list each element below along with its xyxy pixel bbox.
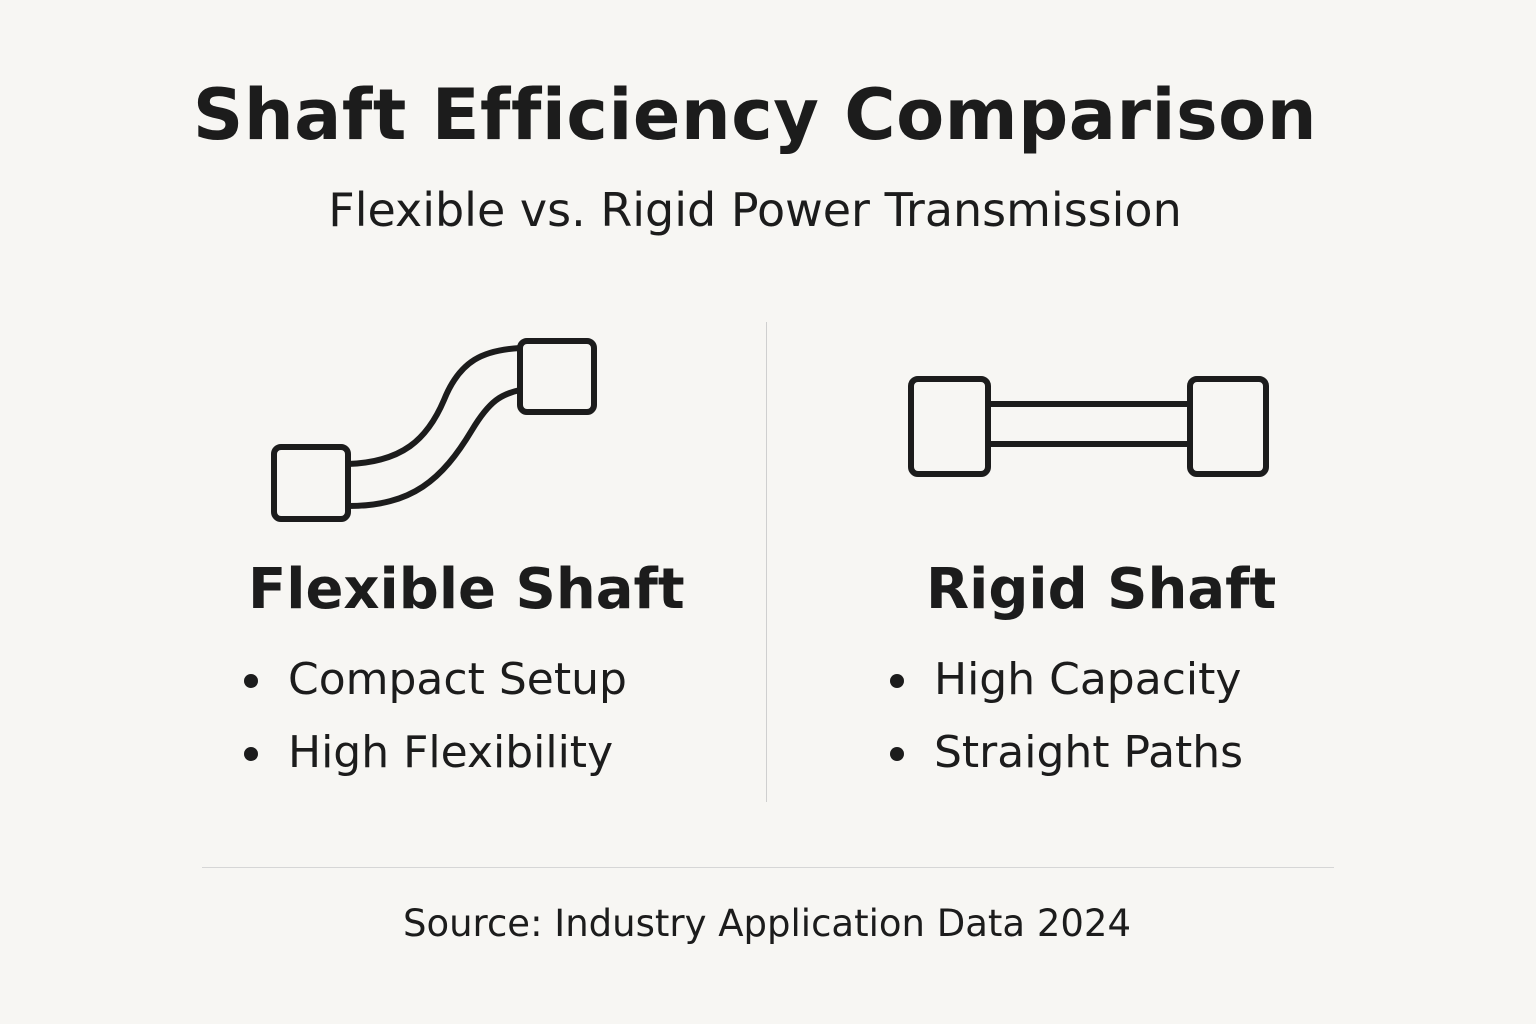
center-divider xyxy=(766,322,767,802)
bullet-icon xyxy=(244,747,258,761)
flexible-shaft-icon xyxy=(271,338,597,522)
footer-divider xyxy=(202,867,1334,868)
bullet-text: High Flexibility xyxy=(288,727,614,778)
bullet-text: Straight Paths xyxy=(934,727,1244,778)
flexible-shaft-heading: Flexible Shaft xyxy=(248,557,685,622)
page-subtitle: Flexible vs. Rigid Power Transmission xyxy=(328,183,1182,237)
rigid-shaft-icon xyxy=(908,376,1269,477)
bullet-text: High Capacity xyxy=(934,654,1242,705)
bullet-text: Compact Setup xyxy=(288,654,627,705)
rigid-shaft-heading: Rigid Shaft xyxy=(926,557,1277,622)
bullet-icon xyxy=(890,674,904,688)
bullet-icon xyxy=(244,674,258,688)
source-note: Source: Industry Application Data 2024 xyxy=(402,902,1132,945)
page-title: Shaft Efficiency Comparison xyxy=(192,74,1318,156)
bullet-icon xyxy=(890,747,904,761)
